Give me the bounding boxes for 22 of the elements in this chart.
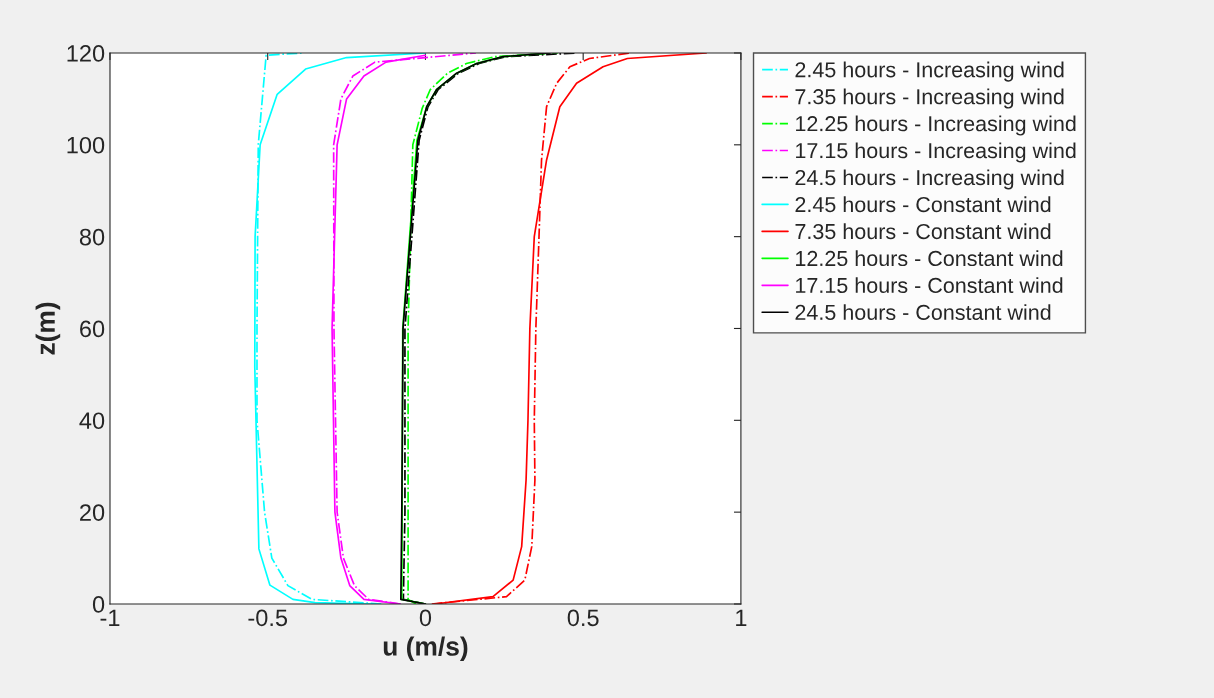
x-tick-label: 0.5 <box>567 609 599 627</box>
legend-label: 12.25 hours - Constant wind <box>796 250 1063 267</box>
legend-label: 7.35 hours - Constant wind <box>795 223 1051 240</box>
legend-label: 24.5 hours - Constant wind <box>795 304 1051 321</box>
legend-label: 2.45 hours - Increasing wind <box>795 61 1064 82</box>
y-tick-label: 60 <box>80 320 105 338</box>
y-axis-title: z(m) <box>35 302 61 355</box>
y-tick-label: 120 <box>67 45 105 62</box>
legend-label: 2.45 hours - Constant wind <box>795 196 1051 213</box>
y-tick-label: 100 <box>67 136 105 154</box>
legend-label: 24.5 hours - Increasing wind <box>795 169 1064 190</box>
y-tick-label: 40 <box>79 412 105 430</box>
y-tick-label: 80 <box>79 228 105 246</box>
x-tick-label: 1 <box>736 609 747 626</box>
legend-label: 7.35 hours - Increasing wind <box>795 88 1064 109</box>
y-tick-label: 20 <box>80 504 105 521</box>
x-tick-label: -0.5 <box>248 609 288 627</box>
x-tick-label: 0 <box>419 609 432 627</box>
x-axis-title: u (m/s) <box>383 636 468 662</box>
legend-label: 17.15 hours - Increasing wind <box>796 142 1076 163</box>
legend-label: 17.15 hours - Constant wind <box>796 277 1063 294</box>
legend-label: 12.25 hours - Increasing wind <box>796 115 1076 136</box>
